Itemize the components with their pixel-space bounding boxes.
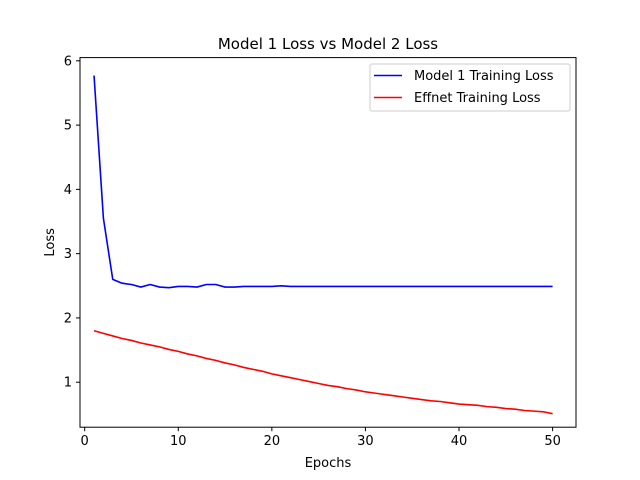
x-tick-label: 10 [170,434,187,449]
y-axis-label: Loss [43,228,58,257]
y-tick-label: 3 [64,247,72,262]
x-axis-label: Epochs [305,456,352,471]
chart-title: Model 1 Loss vs Model 2 Loss [218,35,438,53]
y-tick-label: 2 [64,311,72,326]
x-tick-label: 40 [451,434,468,449]
axes: 0 10 20 30 40 50 1 2 3 4 5 6 [64,54,561,449]
x-tick-label: 30 [357,434,374,449]
plot-area [93,75,553,415]
y-tick-label: 1 [64,376,72,391]
y-tick-label: 5 [64,119,72,134]
x-tick-label: 20 [264,434,281,449]
x-tick-label: 0 [81,434,89,449]
legend-label-effnet: Effnet Training Loss [414,91,541,106]
series-line-2 [93,330,553,415]
series-line-1 [93,75,553,289]
legend: Model 1 Training Loss Effnet Training Lo… [369,63,571,112]
y-tick-label: 4 [64,183,72,198]
legend-label-model-1: Model 1 Training Loss [414,69,554,84]
x-tick-label: 50 [544,434,561,449]
plot-frame [79,57,577,428]
legend-box [369,63,571,112]
y-tick-label: 6 [64,54,72,69]
